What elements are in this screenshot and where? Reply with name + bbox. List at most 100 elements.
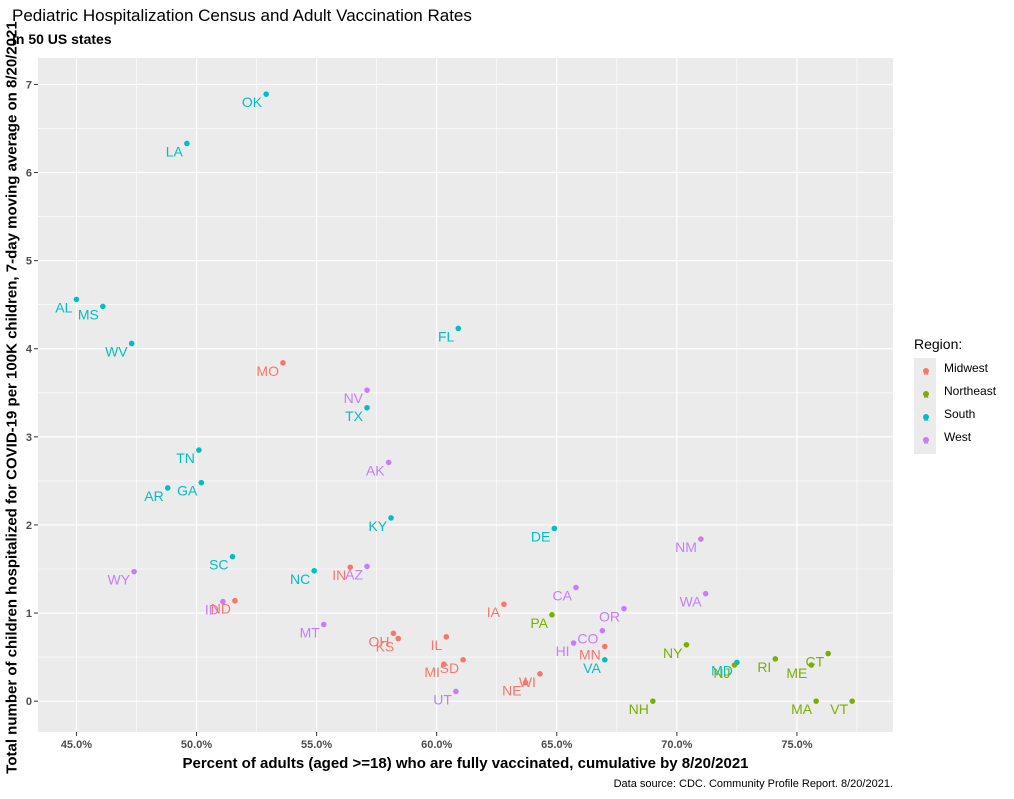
svg-text:a: a: [923, 413, 928, 423]
legend-background: [914, 358, 936, 454]
point-label-sc: SC: [209, 557, 228, 573]
point-label-oh: OH: [368, 633, 389, 649]
legend-key-west: a: [920, 433, 930, 446]
point-label-nj: NJ: [713, 665, 730, 681]
y-tick-label: 7: [26, 79, 32, 91]
point-label-ar: AR: [144, 488, 163, 504]
point-label-az: AZ: [345, 566, 363, 582]
point-label-mn: MN: [579, 647, 601, 663]
point-label-ok: OK: [242, 94, 263, 110]
point-label-ak: AK: [366, 462, 385, 478]
point-ct: [825, 650, 831, 657]
point-mt: [321, 621, 327, 628]
point-label-hi: HI: [556, 643, 570, 659]
point-ga: [198, 479, 205, 486]
point-label-ne: NE: [502, 683, 521, 699]
point-label-ct: CT: [805, 654, 824, 670]
point-label-fl: FL: [438, 328, 455, 344]
point-co: [599, 627, 606, 634]
point-label-ky: KY: [368, 518, 387, 534]
chart-title: Pediatric Hospitalization Census and Adu…: [12, 6, 472, 25]
point-label-mi: MI: [424, 664, 440, 680]
point-wv: [128, 340, 135, 347]
point-mi: [441, 661, 447, 667]
point-tn: [196, 447, 202, 453]
point-label-nc: NC: [290, 571, 310, 587]
x-tick-label: 50.0%: [181, 739, 212, 751]
point-ok: [263, 91, 269, 97]
point-fl: [455, 325, 462, 332]
x-tick-label: 60.0%: [421, 739, 452, 751]
point-label-pa: PA: [530, 615, 548, 631]
point-ri: [772, 656, 779, 662]
point-vt: [849, 698, 855, 704]
legend-item-west: a West: [914, 427, 1014, 450]
point-ms: [100, 303, 106, 310]
point-ky: [388, 515, 394, 521]
point-nj: [731, 662, 738, 668]
x-tick-label: 75.0%: [781, 739, 812, 751]
point-label-ca: CA: [553, 588, 573, 604]
legend-title: Region:: [914, 336, 963, 352]
point-ks: [395, 635, 402, 642]
y-tick-label: 2: [26, 520, 32, 532]
legend-key-midwest: a: [920, 364, 930, 377]
point-label-ia: IA: [487, 604, 501, 620]
point-label-wv: WV: [105, 343, 128, 359]
svg-text:a: a: [923, 390, 928, 400]
point-label-in: IN: [332, 567, 346, 583]
point-label-de: DE: [531, 528, 550, 544]
legend-item-south: a South: [914, 404, 1014, 427]
y-tick-label: 3: [26, 432, 32, 444]
legend-label: South: [944, 407, 976, 421]
legend-key-northeast: a: [920, 387, 930, 400]
point-in: [347, 564, 354, 571]
point-label-nh: NH: [629, 701, 649, 717]
point-oh: [390, 630, 397, 637]
point-nc: [311, 567, 317, 574]
y-axis-label: Total number of children hospitalized fo…: [3, 21, 21, 774]
y-tick-label: 6: [26, 168, 32, 180]
legend-label: West: [944, 430, 972, 444]
legend-label: Midwest: [944, 361, 989, 375]
data-source-caption: Data source: CDC. Community Profile Repo…: [613, 778, 893, 790]
point-al: [73, 296, 80, 303]
y-tick-label: 4: [26, 344, 33, 356]
legend: Region: a Midwest a Northeast a South a West: [914, 336, 996, 454]
point-label-il: IL: [431, 637, 443, 653]
point-label-al: AL: [55, 299, 72, 315]
point-mn: [601, 643, 608, 650]
point-label-ny: NY: [663, 645, 683, 661]
svg-text:a: a: [923, 367, 928, 377]
point-ak: [385, 459, 392, 466]
point-label-nv: NV: [344, 390, 364, 406]
point-label-mo: MO: [256, 363, 279, 379]
point-ny: [683, 641, 690, 648]
point-wa: [702, 590, 709, 597]
legend-key-south: a: [920, 410, 930, 423]
x-tick-label: 65.0%: [541, 739, 572, 751]
point-me: [808, 662, 815, 668]
x-tick-label: 45.0%: [61, 739, 92, 751]
point-sd: [460, 656, 466, 663]
point-label-or: OR: [599, 609, 620, 625]
point-label-la: LA: [166, 143, 184, 159]
point-wy: [131, 568, 137, 575]
point-la: [184, 140, 190, 147]
legend-label: Northeast: [944, 384, 997, 398]
point-nm: [698, 536, 704, 542]
point-ar: [164, 485, 171, 491]
point-label-co: CO: [577, 631, 598, 647]
point-label-ut: UT: [433, 691, 452, 707]
svg-text:a: a: [923, 436, 928, 446]
point-label-vt: VT: [830, 701, 848, 717]
point-or: [621, 605, 627, 612]
point-ma: [813, 698, 819, 704]
point-label-me: ME: [786, 665, 807, 681]
point-mo: [280, 360, 286, 366]
point-ca: [573, 584, 579, 591]
point-label-tn: TN: [176, 450, 195, 466]
point-nv: [364, 387, 370, 393]
y-tick-label: 0: [26, 696, 32, 708]
